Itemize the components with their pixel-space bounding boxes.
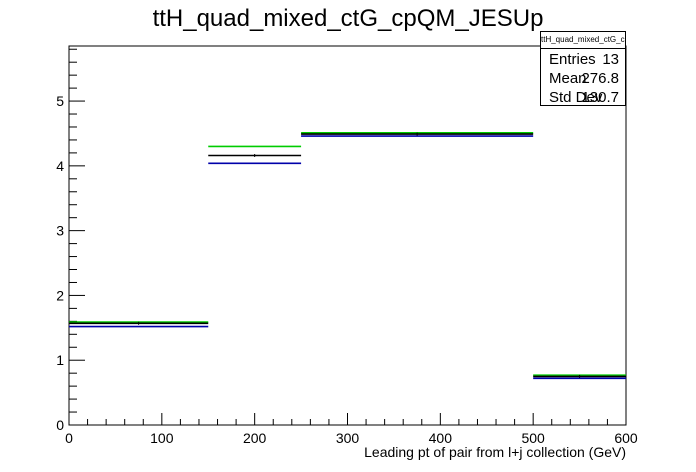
x-axis-label: Leading pt of pair from l+j collection (… — [364, 444, 626, 460]
stats-mean-value: 276.8 — [581, 70, 619, 87]
y-tick-label: 5 — [56, 93, 64, 109]
stats-stddev-value: 130.7 — [581, 89, 619, 106]
y-tick-label: 3 — [56, 223, 64, 239]
y-tick-label: 2 — [56, 287, 64, 303]
stats-stddev-label: Std Dev — [549, 89, 603, 106]
x-tick-label: 100 — [150, 430, 174, 446]
stats-mean-row: Mean 276.8 — [541, 69, 625, 88]
stats-title: ttH_quad_mixed_ctG_cpQM_JESUp — [541, 35, 625, 44]
x-tick-label: 0 — [65, 430, 73, 446]
chart-title: ttH_quad_mixed_ctG_cpQM_JESUp — [153, 5, 544, 32]
stats-divider — [541, 48, 625, 49]
y-tick-label: 4 — [56, 158, 64, 174]
stats-entries-label: Entries — [549, 51, 596, 68]
x-tick-label: 600 — [614, 430, 638, 446]
stats-entries-value: 13 — [602, 51, 619, 68]
stats-entries-row: Entries 13 — [541, 50, 625, 69]
y-tick-label: 1 — [56, 352, 64, 368]
stats-stddev-row: Std Dev 130.7 — [541, 88, 625, 107]
data-series — [69, 132, 626, 380]
stats-mean-label: Mean — [549, 70, 587, 87]
x-tick-label: 400 — [429, 430, 453, 446]
axes: 0 100 200 300 400 500 600 0 1 2 3 4 5 — [56, 48, 638, 446]
x-tick-label: 200 — [243, 430, 267, 446]
y-tick-label: 0 — [56, 417, 64, 433]
x-tick-label: 500 — [521, 430, 545, 446]
x-tick-label: 300 — [336, 430, 360, 446]
stats-box: ttH_quad_mixed_ctG_cpQM_JESUp Entries 13… — [540, 31, 626, 106]
